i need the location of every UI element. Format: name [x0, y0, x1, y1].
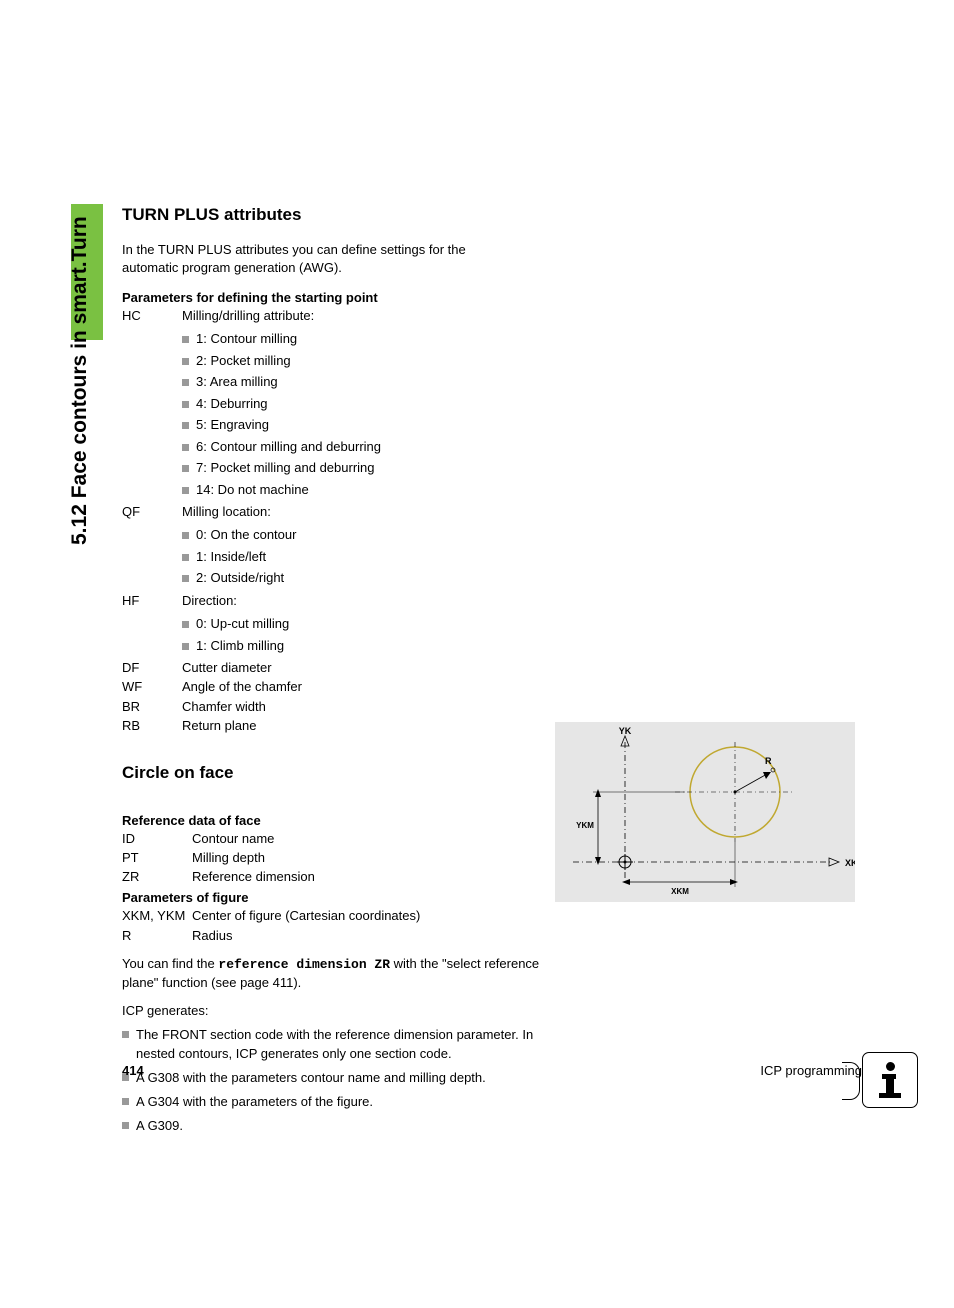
list-item-text: 0: Up-cut milling	[196, 614, 289, 634]
page-content: TURN PLUS attributes In the TURN PLUS at…	[122, 205, 852, 1141]
bullet-icon	[182, 358, 189, 365]
list-item-text: 7: Pocket milling and deburring	[196, 458, 375, 478]
param-desc: Angle of the chamfer	[182, 678, 852, 696]
param-desc: Center of figure (Cartesian coordinates)	[192, 907, 852, 925]
list-item: 2: Outside/right	[182, 568, 852, 588]
gen-intro: ICP generates:	[122, 1002, 552, 1020]
bullet-icon	[182, 643, 189, 650]
list-item-text: 1: Contour milling	[196, 329, 297, 349]
list-item: 4: Deburring	[182, 394, 852, 414]
list-item-text: 1: Inside/left	[196, 547, 266, 567]
side-heading: 5.12 Face contours in smart.Turn	[68, 216, 92, 545]
list-item-text: 14: Do not machine	[196, 480, 309, 500]
param-row: RRadius	[122, 927, 852, 945]
param-desc: Radius	[192, 927, 852, 945]
param-row: QF Milling location:	[122, 503, 852, 521]
page-footer: 414 ICP programming	[122, 1063, 862, 1078]
gen-list-item: A G309.	[122, 1117, 562, 1135]
param-code: XKM, YKM	[122, 907, 192, 925]
list-item-text: 2: Outside/right	[196, 568, 284, 588]
info-icon	[862, 1052, 918, 1108]
list-item-text: 2: Pocket milling	[196, 351, 291, 371]
param-code: HC	[122, 307, 182, 325]
hf-list: 0: Up-cut milling1: Climb milling	[182, 614, 852, 655]
param-row: HC Milling/drilling attribute:	[122, 307, 852, 325]
param-desc: Direction:	[182, 592, 852, 610]
list-item-text: 6: Contour milling and deburring	[196, 437, 381, 457]
param-row: DFCutter diameter	[122, 659, 852, 677]
gen-list-text: A G304 with the parameters of the figure…	[136, 1093, 373, 1111]
param-row: HF Direction:	[122, 592, 852, 610]
param-code: DF	[122, 659, 182, 677]
svg-text:XK: XK	[845, 858, 855, 868]
param-code: R	[122, 927, 192, 945]
bullet-icon	[182, 554, 189, 561]
list-item: 0: On the contour	[182, 525, 852, 545]
bullet-icon	[182, 444, 189, 451]
param-code: PT	[122, 849, 192, 867]
param-code: RB	[122, 717, 182, 735]
param-code: QF	[122, 503, 182, 521]
param-heading: Parameters for defining the starting poi…	[122, 290, 852, 305]
list-item: 1: Climb milling	[182, 636, 852, 656]
list-item: 6: Contour milling and deburring	[182, 437, 852, 457]
list-item-text: 0: On the contour	[196, 525, 296, 545]
param-desc: Milling location:	[182, 503, 852, 521]
mono-term: reference dimension ZR	[218, 957, 390, 972]
param-row: XKM, YKMCenter of figure (Cartesian coor…	[122, 907, 852, 925]
list-item-text: 3: Area milling	[196, 372, 278, 392]
qf-list: 0: On the contour1: Inside/left2: Outsid…	[182, 525, 852, 588]
param-desc: Chamfer width	[182, 698, 852, 716]
list-item: 3: Area milling	[182, 372, 852, 392]
bullet-icon	[182, 575, 189, 582]
gen-list-item: A G304 with the parameters of the figure…	[122, 1093, 562, 1111]
param-code: BR	[122, 698, 182, 716]
param-code: HF	[122, 592, 182, 610]
hc-list: 1: Contour milling2: Pocket milling3: Ar…	[182, 329, 852, 499]
list-item: 5: Engraving	[182, 415, 852, 435]
circle-on-face-diagram: YK XK R YKM XKM	[555, 722, 855, 902]
gen-list-text: The FRONT section code with the referenc…	[136, 1026, 562, 1062]
bullet-icon	[122, 1098, 129, 1105]
param-code: ID	[122, 830, 192, 848]
list-item-text: 5: Engraving	[196, 415, 269, 435]
bullet-icon	[182, 336, 189, 343]
bullet-icon	[182, 621, 189, 628]
bullet-icon	[182, 487, 189, 494]
param-row: WFAngle of the chamfer	[122, 678, 852, 696]
bullet-icon	[122, 1031, 129, 1038]
bullet-icon	[122, 1122, 129, 1129]
param-row: BRChamfer width	[122, 698, 852, 716]
param-code: ZR	[122, 868, 192, 886]
body-text: You can find the reference dimension ZR …	[122, 955, 552, 992]
bullet-icon	[182, 401, 189, 408]
svg-text:YKM: YKM	[576, 821, 594, 830]
footer-bracket	[842, 1062, 860, 1100]
list-item: 2: Pocket milling	[182, 351, 852, 371]
bullet-icon	[182, 532, 189, 539]
bullet-icon	[182, 465, 189, 472]
list-item: 1: Contour milling	[182, 329, 852, 349]
gen-list-item: The FRONT section code with the referenc…	[122, 1026, 562, 1062]
param-desc: Cutter diameter	[182, 659, 852, 677]
list-item-text: 1: Climb milling	[196, 636, 284, 656]
gen-list-text: A G309.	[136, 1117, 183, 1135]
bullet-icon	[182, 422, 189, 429]
page-number: 414	[122, 1063, 144, 1078]
svg-text:YK: YK	[619, 726, 632, 736]
list-item: 7: Pocket milling and deburring	[182, 458, 852, 478]
param-code: WF	[122, 678, 182, 696]
list-item-text: 4: Deburring	[196, 394, 268, 414]
list-item: 0: Up-cut milling	[182, 614, 852, 634]
gen-list: The FRONT section code with the referenc…	[122, 1026, 562, 1135]
bullet-icon	[182, 379, 189, 386]
section-title-1: TURN PLUS attributes	[122, 205, 852, 225]
list-item: 14: Do not machine	[182, 480, 852, 500]
svg-text:R: R	[765, 756, 772, 766]
param-desc: Milling/drilling attribute:	[182, 307, 852, 325]
svg-text:XKM: XKM	[671, 887, 689, 896]
section-intro: In the TURN PLUS attributes you can defi…	[122, 241, 522, 276]
list-item: 1: Inside/left	[182, 547, 852, 567]
